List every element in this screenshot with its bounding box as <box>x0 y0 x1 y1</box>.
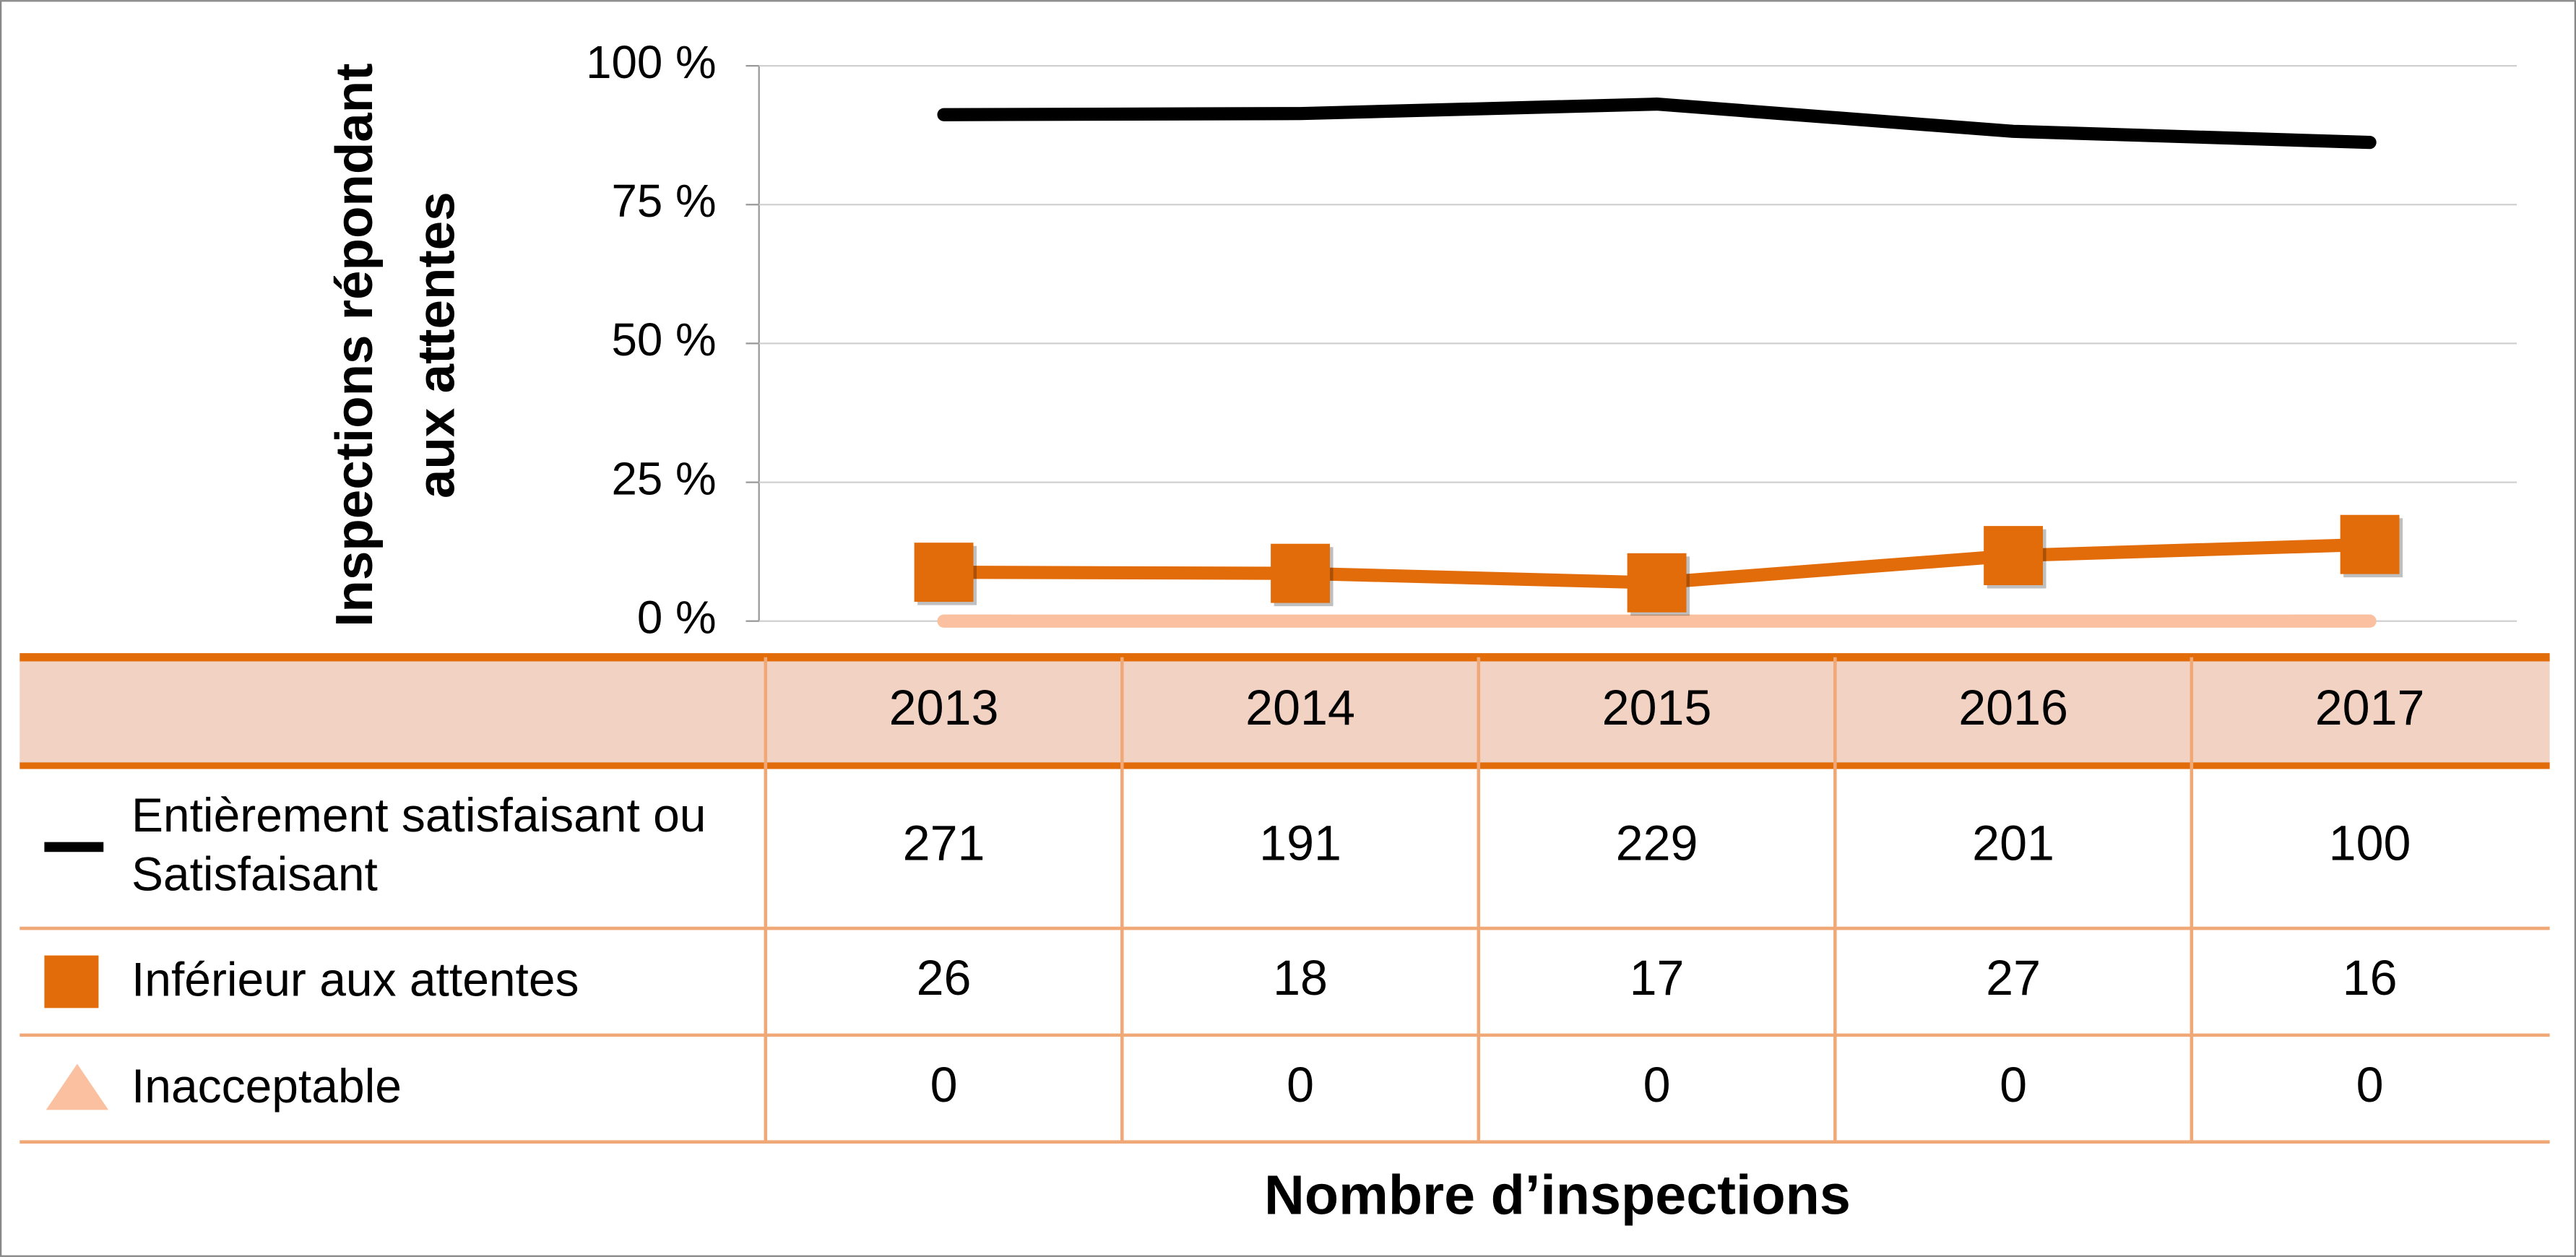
y-axis-title: Inspections répondant <box>325 64 384 627</box>
table-cell: 27 <box>1986 951 2041 1006</box>
table-cell: 17 <box>1630 951 1685 1006</box>
legend-icon <box>46 1063 109 1110</box>
table-header: 2013 <box>889 681 999 735</box>
table-header: 2015 <box>1602 681 1712 735</box>
table-cell: 229 <box>1616 816 1698 871</box>
table-cell: 191 <box>1259 816 1341 871</box>
table-cell: 26 <box>917 951 972 1006</box>
table-cell: 0 <box>1643 1058 1671 1113</box>
marker <box>2340 514 2400 574</box>
table-header: 2016 <box>1958 681 2068 735</box>
marker <box>914 543 974 602</box>
legend-label-box: Entièrement satisfaisant ou Satisfaisant <box>131 790 706 902</box>
x-axis-title: Nombre d’inspections <box>1264 1165 1851 1227</box>
table-cell: 271 <box>903 816 985 871</box>
legend-label-box: Inférieur aux attentes <box>131 954 579 1007</box>
table-header: 2014 <box>1245 681 1355 735</box>
legend-label: Inférieur aux attentes <box>131 954 579 1007</box>
y-tick-label: 25 % <box>611 453 716 504</box>
legend-label: Inacceptable <box>131 1061 402 1114</box>
table-cell: 0 <box>2356 1058 2384 1113</box>
y-tick-label: 0 % <box>637 592 717 644</box>
table-header: 2017 <box>2315 681 2425 735</box>
y-tick-label: 50 % <box>611 314 716 366</box>
legend-icon <box>44 955 99 1008</box>
table-cell: 201 <box>1972 816 2054 871</box>
y-tick-label: 100 % <box>586 37 717 88</box>
marker <box>1627 553 1687 613</box>
marker <box>1984 526 2044 585</box>
table-cell: 100 <box>2329 816 2411 871</box>
table-header-bg <box>20 657 2550 766</box>
table-cell: 0 <box>1287 1058 1314 1113</box>
table-cell: 0 <box>930 1058 958 1113</box>
table-cell: 16 <box>2343 951 2398 1006</box>
legend-label-box: Inacceptable <box>131 1061 402 1114</box>
y-axis-title: aux attentes <box>407 191 466 498</box>
legend-label: Entièrement satisfaisant ou Satisfaisant <box>131 790 706 902</box>
y-tick-label: 75 % <box>611 176 716 227</box>
table-cell: 18 <box>1273 951 1328 1006</box>
series-line <box>937 98 2377 150</box>
marker <box>1271 543 1330 603</box>
table-cell: 0 <box>2000 1058 2027 1113</box>
